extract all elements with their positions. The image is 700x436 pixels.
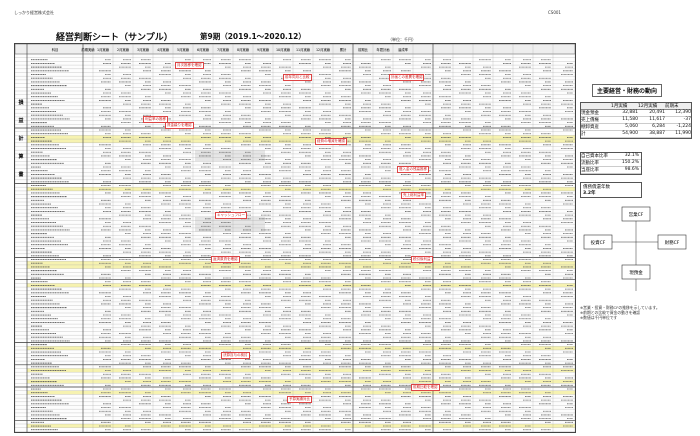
footnote: ※数値は千円単位です [580, 315, 618, 320]
column-header: 5月実績 [177, 47, 190, 52]
column-header: 前期比 [358, 47, 369, 52]
callout-note: 返済原資を確認 [211, 256, 240, 263]
column-header: 3月実績 [137, 47, 150, 52]
callout-note: 月次推移を確認 [175, 62, 204, 69]
callout-note: 予算実績対比 [287, 396, 312, 403]
t1-cell: -37 [683, 117, 691, 122]
t1-cell: 11,580 [622, 117, 638, 122]
callout-note: 税引後利益 [411, 256, 433, 263]
panel-footnotes: ※営業・投資・財務CFの推移を示しています。 ※前期との比較で資金の動きを確認 … [580, 305, 690, 320]
t1-cell: 計 [581, 132, 586, 137]
column-header: 累計 [340, 47, 347, 52]
t1-cell: 売上債権 [581, 118, 599, 123]
side-label: 書 [18, 171, 23, 178]
t2-row: 当座比率 98.6% [581, 167, 641, 174]
t1-cell: 11,990 [675, 131, 691, 136]
column-header: 科目 [52, 47, 59, 52]
cf-fin-label: 財務CF [665, 239, 680, 246]
callout-note: 利益率の推移 [143, 116, 168, 123]
column-header: 2月実績 [117, 47, 130, 52]
column-header: 7月実績 [217, 47, 230, 52]
callout-note: 経費の増減を確認 [315, 138, 347, 145]
sheet-title: 経営判断シート（サンプル） [56, 30, 173, 44]
callout-note: 借入金の残高推移 [397, 166, 429, 173]
debt-years-label: 債務償還年数 [583, 185, 610, 190]
t1-header: 前期末 [665, 104, 679, 109]
document-code: CS001 [548, 10, 561, 15]
t1-cell: 11,617 [649, 117, 665, 122]
debt-years-box: 債務償還年数 3.2年 [580, 182, 642, 198]
summary-table-1: 1月実績 12月実績 前期末 現金預金 32,881 20,491 12,390 売上債… [580, 102, 692, 139]
t1-row: 現金預金 32,881 20,491 12,390 [581, 110, 691, 117]
t2-row: 自己資本比率 32.1% [581, 153, 641, 160]
cf-cash-label: 現預金 [629, 269, 643, 276]
column-header: 10月実績 [276, 47, 291, 52]
t2-cell: 98.6% [624, 167, 639, 172]
t1-cell: 54,900 [622, 131, 638, 136]
t1-cell: 38,887 [649, 131, 665, 136]
t1-row: 棚卸資産 5,060 6,284 -1,224 [581, 124, 691, 131]
column-header: 前期実績 [81, 47, 95, 52]
t2-row: 流動比率 150.2% [581, 160, 641, 167]
column-header: 4月実績 [157, 47, 170, 52]
t2-cell: 150.2% [621, 160, 639, 165]
column-header: 6月実績 [197, 47, 210, 52]
cf-inv-label: 投資CF [591, 239, 606, 246]
t1-header: 12月実績 [638, 104, 658, 109]
t1-cell: 32,881 [622, 110, 638, 115]
footnote: ※前期との比較で資金の動きを確認 [580, 310, 641, 315]
column-header: 年間計画 [376, 47, 389, 52]
t1-cell: -1,224 [676, 124, 691, 129]
column-header: 9月実績 [257, 47, 270, 52]
t1-cell: 12,390 [675, 110, 691, 115]
company-name: しっかり経営株式会社 [14, 10, 54, 15]
period-label: 第9期（2019.1〜2020.12） [200, 32, 306, 41]
t1-header [581, 103, 611, 109]
cashflow-diagram: 営業CF 投資CF 財務CF 現預金 [583, 206, 687, 291]
t1-cell: 20,491 [649, 110, 665, 115]
callout-note: 前年同月と比較 [283, 74, 312, 81]
debt-years-value: 3.2年 [583, 191, 596, 196]
spreadsheet-grid: 科目 前期実績 1月実績 2月実績 3月実績 4月実績 5月実績 6月実績 7月実績 8月実績 9月… [14, 39, 576, 432]
side-label: 損 [17, 99, 24, 106]
t1-cell: 現金預金 [581, 111, 599, 116]
t2-cell: 32.1% [624, 153, 639, 158]
footnote: ※営業・投資・財務CFの推移を示しています。 [580, 305, 660, 310]
summary-table-2: 自己資本比率 32.1% 流動比率 150.2% 当座比率 98.6% [580, 152, 642, 175]
right-summary-panel: 主要経営・財務の動向 1月実績 12月実績 前期末 現金預金 32,881 20,4… [578, 70, 693, 370]
t1-row: 売上債権 11,580 11,617 -37 [581, 117, 691, 124]
panel-title: 主要経営・財務の動向 [592, 84, 663, 97]
column-header: 11月実績 [296, 47, 311, 52]
callout-note: キャッシュフロー [215, 212, 247, 219]
callout-note: 資金繰りを確認 [165, 122, 194, 129]
callout-note: 前期比較を確認 [411, 384, 440, 391]
side-label: 益 [18, 117, 23, 124]
units-note: （単位：千円） [388, 37, 416, 42]
callout-note: 売上総利益率 [401, 192, 426, 199]
t1-cell: 棚卸資産 [581, 125, 599, 130]
column-header: 8月実績 [237, 47, 250, 52]
callout-note: 計画との差異を確認 [389, 74, 425, 81]
column-header: 12月実績 [316, 47, 331, 52]
t1-cell: 5,060 [625, 124, 638, 129]
side-label: 算 [18, 153, 23, 160]
column-header: 達成率 [398, 47, 409, 52]
t1-row: 計 54,900 38,887 11,990 [581, 131, 691, 138]
t1-header: 1月実績 [611, 104, 628, 109]
t2-cell: 自己資本比率 [581, 154, 608, 159]
t1-cell: 6,284 [652, 124, 665, 129]
callout-note: 決算賞与の検討 [221, 352, 250, 359]
cf-op-label: 営業CF [629, 211, 644, 218]
t2-cell: 当座比率 [581, 168, 599, 173]
main-spreadsheet: 科目 前期実績 1月実績 2月実績 3月実績 4月実績 5月実績 6月実績 7月実績 8月実績 9月… [14, 39, 576, 433]
column-header: 1月実績 [97, 47, 110, 52]
t2-cell: 流動比率 [581, 161, 599, 166]
side-label: 計 [18, 135, 23, 142]
